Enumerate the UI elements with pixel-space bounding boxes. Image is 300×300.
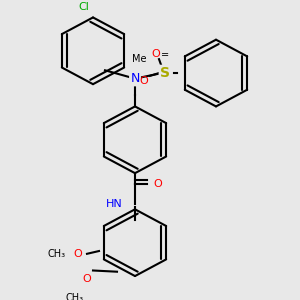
Text: O: O	[74, 249, 82, 259]
Text: O: O	[152, 49, 160, 58]
Text: O: O	[153, 179, 162, 189]
Text: CH₃: CH₃	[48, 249, 66, 259]
Text: Cl: Cl	[79, 2, 89, 12]
Text: N: N	[130, 72, 140, 85]
Text: O: O	[82, 274, 91, 284]
Text: =: =	[161, 50, 169, 60]
Text: Me: Me	[132, 54, 146, 64]
Text: S: S	[160, 66, 170, 80]
Text: HN: HN	[106, 199, 123, 209]
Text: O: O	[140, 76, 148, 86]
Text: CH₃: CH₃	[66, 293, 84, 300]
